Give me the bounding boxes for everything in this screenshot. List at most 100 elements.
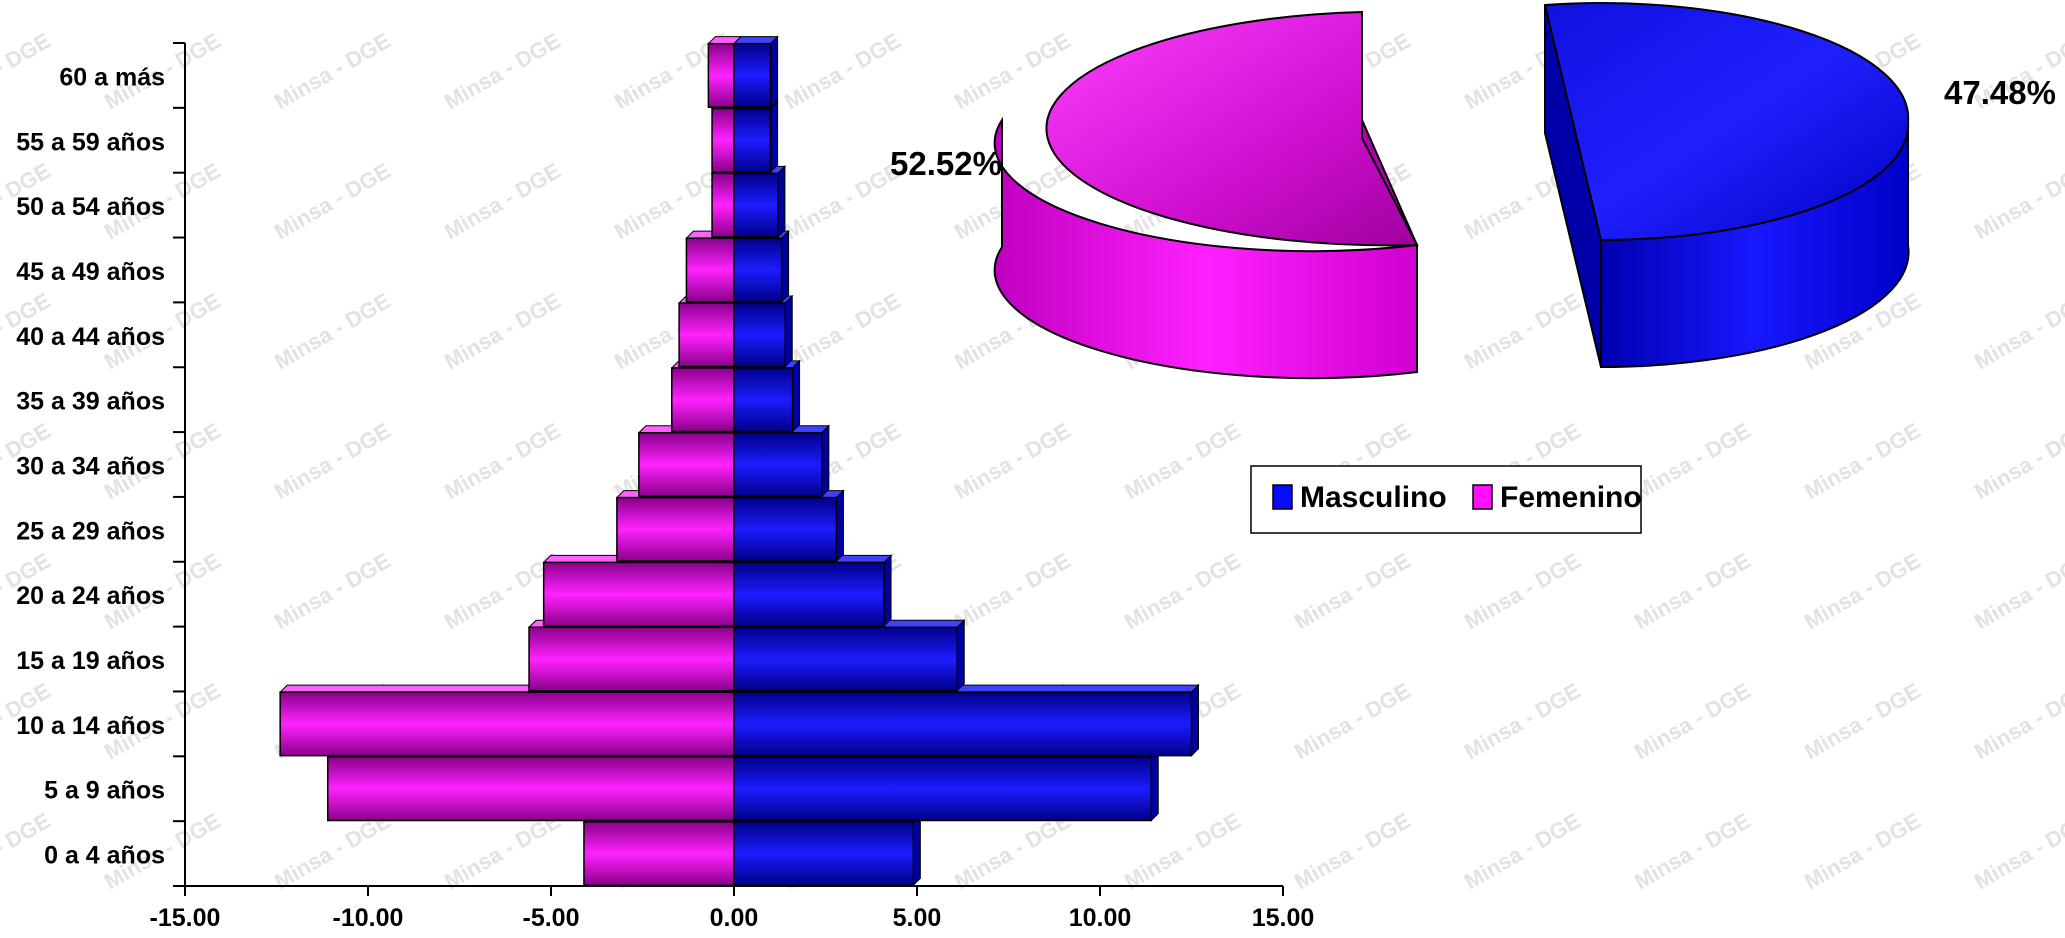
bar-masculino xyxy=(733,756,1152,822)
pyramid-axes xyxy=(173,42,1284,896)
watermark-text: Minsa - DGE xyxy=(440,288,565,374)
watermark-text: Minsa - DGE xyxy=(270,28,395,114)
category-label: 0 a 4 años xyxy=(44,842,165,870)
bar-masculino xyxy=(733,237,783,303)
bar-masculino-side xyxy=(912,813,921,887)
legend-swatch-femenino xyxy=(1472,484,1493,510)
watermark-text: Minsa - DGE xyxy=(270,418,395,504)
category-label: 20 a 24 años xyxy=(16,582,165,610)
bar-femenino xyxy=(685,237,735,303)
watermark-text: Minsa - DGE xyxy=(270,288,395,374)
category-label: 40 a 44 años xyxy=(16,323,165,351)
bar-masculino xyxy=(733,367,794,433)
category-label: 30 a 34 años xyxy=(16,453,165,481)
bar-masculino-side xyxy=(777,165,786,239)
bar-masculino xyxy=(733,821,915,887)
category-label: 45 a 49 años xyxy=(16,258,165,286)
population-pyramid-chart: 0 a 4 años 5 a 9 años 10 a 14 años 15 a 19 … xyxy=(16,35,1315,932)
bar-femenino xyxy=(671,367,735,433)
watermark-text: Minsa - DGE xyxy=(1970,158,2065,244)
category-label: 35 a 39 años xyxy=(16,388,165,416)
pyramid-x-tick-labels: -15.00 -10.00 -5.00 0.00 5.00 10.00 15.00 xyxy=(150,904,1315,932)
category-label: 55 a 59 años xyxy=(16,128,165,156)
bar-masculino-side xyxy=(821,424,830,498)
x-tick-label: -15.00 xyxy=(150,904,221,932)
watermark-text: Minsa - DGE xyxy=(1800,548,1925,634)
legend: Masculino Femenino xyxy=(1250,465,1642,534)
category-label: 60 a más xyxy=(59,63,165,91)
bar-masculino-side xyxy=(792,359,801,433)
bar-masculino xyxy=(733,42,772,108)
pie-slice-femenino xyxy=(993,10,1419,380)
watermark-text: Minsa - DGE xyxy=(1290,548,1415,634)
category-label: 5 a 9 años xyxy=(44,777,165,805)
watermark-text: Minsa - DGE xyxy=(1800,808,1925,894)
legend-label-masculino: Masculino xyxy=(1300,481,1447,514)
pie-label-masculino: 47.48% xyxy=(1944,74,2056,111)
legend-box xyxy=(1250,465,1642,534)
x-tick-label: 5.00 xyxy=(893,904,942,932)
category-label: 10 a 14 años xyxy=(16,712,165,740)
bar-masculino-side xyxy=(784,294,793,368)
watermark-text: Minsa - DGE xyxy=(270,158,395,244)
watermark-text: Minsa - DGE xyxy=(440,28,565,114)
bar-masculino xyxy=(733,691,1193,757)
watermark-text: Minsa - DGE xyxy=(1120,548,1245,634)
pie-slice-femenino-side xyxy=(993,116,1418,380)
bar-femenino xyxy=(638,431,735,498)
x-tick-label: 15.00 xyxy=(1252,904,1315,932)
bar-femenino xyxy=(326,756,735,822)
bar-femenino xyxy=(616,496,735,562)
watermark-text: Minsa - DGE xyxy=(1460,678,1585,764)
watermark-text: Minsa - DGE xyxy=(1970,678,2065,764)
bar-masculino-side xyxy=(1150,748,1159,822)
pie-slice-femenino-top xyxy=(1045,10,1419,247)
watermark-text: Minsa - DGE xyxy=(1630,678,1755,764)
pie-slice-masculino xyxy=(1543,2,1910,369)
bar-masculino-side xyxy=(770,35,779,109)
pyramid-category-labels: 0 a 4 años 5 a 9 años 10 a 14 años 15 a 19 … xyxy=(16,63,165,869)
watermark-text: Minsa - DGE xyxy=(950,418,1075,504)
bar-masculino xyxy=(733,302,786,368)
x-tick-label: -10.00 xyxy=(333,904,404,932)
watermark-text: Minsa - DGE xyxy=(1970,548,2065,634)
bar-masculino xyxy=(733,172,779,238)
bar-femenino xyxy=(542,561,735,627)
x-tick-label: -5.00 xyxy=(523,904,580,932)
bar-masculino-side xyxy=(835,489,844,563)
bar-masculino-side xyxy=(956,619,965,693)
x-tick-label: 0.00 xyxy=(710,904,759,932)
category-label: 25 a 29 años xyxy=(16,517,165,545)
watermark-text: Minsa - DGE xyxy=(1630,418,1755,504)
watermark-text: Minsa - DGE xyxy=(1800,678,1925,764)
watermark-text: Minsa - DGE xyxy=(1460,548,1585,634)
bar-masculino-side xyxy=(1191,683,1199,757)
bar-masculino xyxy=(733,561,885,627)
watermark-text: Minsa - DGE xyxy=(1970,418,2065,504)
bar-masculino xyxy=(733,496,838,562)
watermark-text: Minsa - DGE xyxy=(1290,678,1415,764)
watermark-text: Minsa - DGE xyxy=(1630,808,1755,894)
watermark-text: Minsa - DGE xyxy=(1460,808,1585,894)
bar-femenino xyxy=(528,626,735,692)
watermark-text: Minsa - DGE xyxy=(270,548,395,634)
bar-femenino xyxy=(678,302,735,368)
watermark-text: Minsa - DGE xyxy=(950,548,1075,634)
watermark-text: Minsa - DGE xyxy=(1630,548,1755,634)
watermark-text: Minsa - DGE xyxy=(780,158,905,244)
bar-masculino xyxy=(733,431,823,498)
bar-femenino xyxy=(711,107,735,173)
watermark-text: Minsa - DGE xyxy=(440,418,565,504)
bar-femenino xyxy=(707,42,735,108)
watermark-text: Minsa - DGE xyxy=(1290,808,1415,894)
watermark-text: Minsa - DGE xyxy=(780,28,905,114)
pie-label-femenino: 52.52% xyxy=(890,145,1002,182)
legend-swatch-masculino xyxy=(1272,484,1293,510)
sex-distribution-pie-chart: 52.52% 47.48% xyxy=(890,2,2056,380)
legend-label-femenino: Femenino xyxy=(1500,481,1642,514)
pie-slice-masculino-top xyxy=(1543,2,1910,242)
category-label: 15 a 19 años xyxy=(16,647,165,675)
bar-femenino xyxy=(279,691,735,757)
watermark-text: Minsa - DGE xyxy=(1970,808,2065,894)
